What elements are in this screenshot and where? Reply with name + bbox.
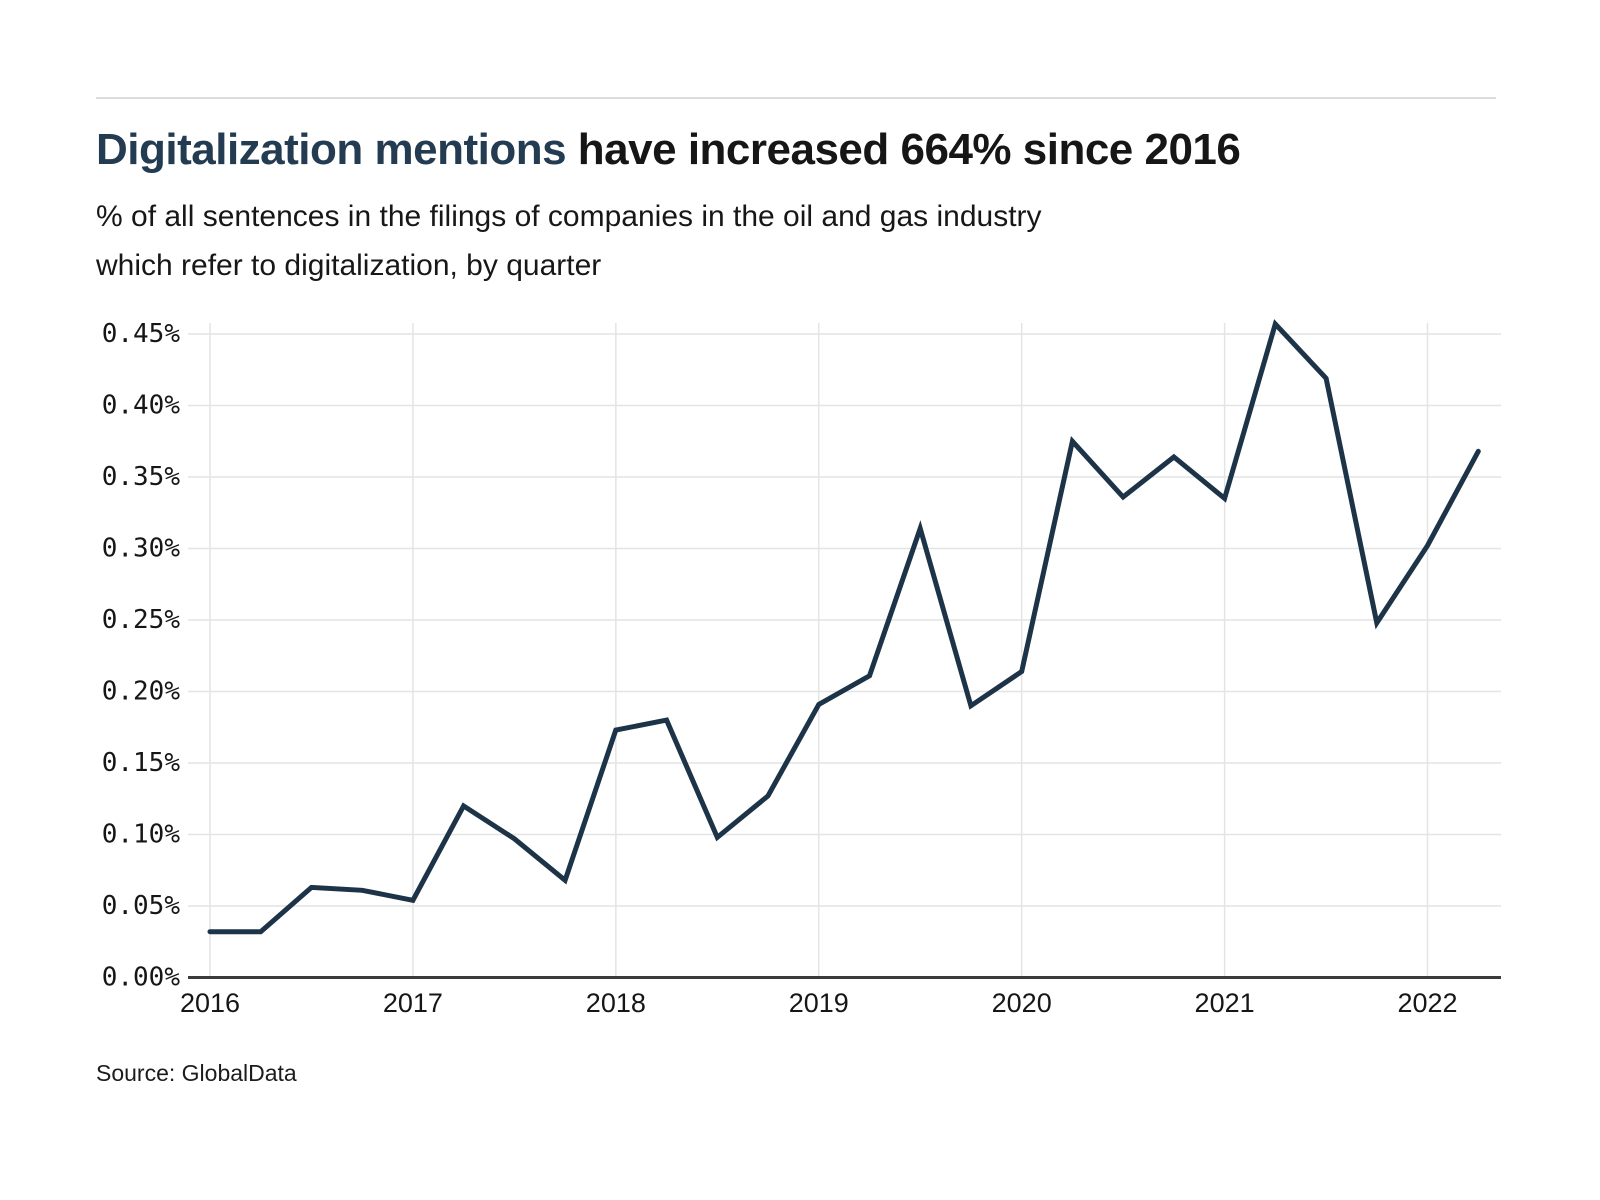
x-tick-label: 2019 (789, 988, 849, 1018)
y-tick-label: 0.25% (102, 605, 181, 635)
page-title: Digitalization mentions have increased 6… (96, 124, 1516, 176)
y-tick-label: 0.10% (102, 820, 181, 850)
y-tick-label: 0.30% (102, 534, 181, 564)
x-tick-label: 2017 (383, 988, 443, 1018)
y-tick-label: 0.45% (102, 319, 181, 349)
subtitle-line-2: which refer to digitalization, by quarte… (96, 249, 602, 282)
x-tick-label: 2018 (586, 988, 646, 1018)
data-line (207, 319, 1481, 935)
x-tick-label: 2016 (180, 988, 240, 1018)
y-tick-label: 0.00% (102, 963, 181, 993)
x-tick-label: 2022 (1397, 988, 1457, 1018)
y-tick-label: 0.35% (102, 462, 181, 492)
chart-subtitle: % of all sentences in the filings of com… (96, 192, 1476, 290)
y-tick-label: 0.15% (102, 748, 181, 778)
line-chart-svg: 0.00% 0.05% 0.10% 0.15% 0.20% 0.25% 0.30% 0.35%… (102, 319, 1501, 1018)
x-tick-label: 2021 (1195, 988, 1255, 1018)
top-divider (96, 97, 1496, 99)
y-tick-label: 0.05% (102, 891, 181, 921)
y-tick-label: 0.40% (102, 391, 181, 421)
title-highlight: Digitalization mentions (96, 125, 567, 174)
source-note: Source: GlobalData (96, 1060, 297, 1086)
line-chart: 0.00% 0.05% 0.10% 0.15% 0.20% 0.25% 0.30% 0.35%… (96, 310, 1506, 1020)
title-rest: have increased 664% since 2016 (566, 125, 1241, 174)
subtitle-line-1: % of all sentences in the filings of com… (96, 200, 1042, 233)
x-tick-label: 2020 (992, 988, 1052, 1018)
y-tick-label: 0.20% (102, 677, 181, 707)
